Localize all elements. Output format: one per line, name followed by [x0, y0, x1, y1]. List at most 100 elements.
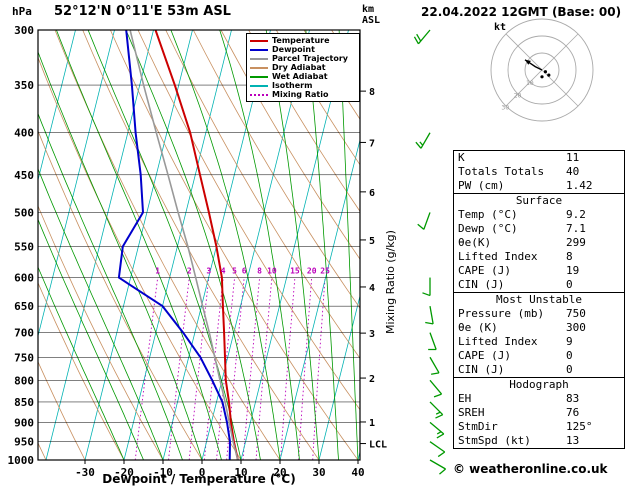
mixing-ratio-line	[242, 277, 261, 460]
pressure-tick-label: 850	[14, 396, 34, 409]
wind-barb	[429, 441, 446, 458]
km-tick-label: 2	[369, 374, 375, 385]
temp-tick-label: -30	[75, 466, 95, 479]
km-tick-label: 7	[369, 138, 375, 149]
wind-barb	[429, 459, 447, 475]
hodograph-plot: kt 10 20 30	[490, 18, 594, 122]
legend-label: Isotherm	[272, 81, 313, 90]
temp-tick-label: 40	[351, 466, 364, 479]
isotherm-line	[84, 30, 193, 460]
table-row: Totals Totals 40	[454, 165, 624, 179]
isotherm-line	[123, 30, 232, 460]
table-row: θe(K) 299	[454, 236, 624, 250]
hodograph-dot	[543, 70, 547, 74]
wind-barb	[429, 379, 443, 398]
table-row: StmDir 125°	[454, 420, 624, 434]
row-label: CIN (J)	[458, 278, 505, 291]
table-row: StmSpd (kt) 13	[454, 434, 624, 448]
table-row: CIN (J) 0	[454, 278, 624, 292]
wind-barb	[425, 306, 434, 325]
altitude-axis-unit: km ASL	[362, 4, 381, 26]
chart-legend: Temperature Dewpoint Parcel Trajectory Dry …	[246, 33, 360, 102]
table-row: CAPE (J) 19	[454, 264, 624, 278]
row-label: Dewp (°C)	[458, 222, 518, 235]
lcl-label: LCL	[369, 440, 387, 451]
mixing-ratio-value-label: 4	[221, 267, 226, 276]
legend-swatch	[250, 57, 268, 60]
legend-item-mixing-ratio: Mixing Ratio	[250, 90, 356, 99]
wind-barb	[428, 332, 437, 351]
row-value: 11	[566, 151, 580, 164]
row-value: 300	[566, 321, 586, 334]
mixing-ratio-value-label: 5	[232, 267, 237, 276]
row-label: Lifted Index	[458, 335, 538, 348]
legend-swatch	[250, 48, 268, 51]
table-row: Pressure (mb) 750	[454, 307, 624, 321]
wind-barb	[417, 212, 431, 230]
row-value: 299	[566, 236, 586, 249]
row-value: 7.1	[566, 222, 586, 235]
pressure-tick-label: 500	[14, 206, 34, 219]
table-row: PW (cm) 1.42	[454, 179, 624, 193]
table-section-most-unstable: Most Unstable Pressure (mb) 750 θe (K) 300 Li…	[453, 292, 625, 378]
isotherm-line	[279, 138, 360, 460]
row-value: 750	[566, 307, 586, 320]
row-value: 0	[566, 363, 573, 376]
dry-adiabat-line	[387, 30, 455, 460]
mixing-ratio-value-label: 6	[242, 267, 247, 276]
pressure-tick-label: 800	[14, 374, 34, 387]
hodograph-dot	[547, 73, 551, 77]
copyright: © weatheronline.co.uk	[453, 462, 608, 476]
row-label: StmDir	[458, 420, 498, 433]
row-label: SREH	[458, 406, 485, 419]
section-title: Most Unstable	[495, 293, 583, 306]
mixing-ratio-value-label: 3	[206, 267, 211, 276]
mixing-ratio-value-label: 15	[290, 267, 300, 276]
legend-swatch	[250, 66, 268, 69]
legend-label: Parcel Trajectory	[272, 54, 348, 63]
legend-label: Dewpoint	[272, 45, 315, 54]
row-value: 83	[566, 392, 580, 405]
mixing-ratio-line	[297, 277, 313, 460]
table-row: Lifted Index 9	[454, 335, 624, 349]
row-label: StmSpd (kt)	[458, 434, 531, 447]
table-row: CIN (J) 0	[454, 363, 624, 377]
plot-frame	[37, 29, 361, 461]
temp-tick-label: -10	[153, 466, 173, 479]
hodograph-ring	[524, 52, 560, 88]
table-row: Dewp (°C) 7.1	[454, 222, 624, 236]
row-label: θe (K)	[458, 321, 498, 334]
row-label: Pressure (mb)	[458, 307, 545, 320]
table-row: Temp (°C) 9.2	[454, 208, 624, 222]
temp-tick-label: 0	[199, 466, 206, 479]
row-value: 1.42	[566, 179, 593, 192]
pressure-tick-label: 300	[14, 24, 34, 37]
table-row: Lifted Index 8	[454, 250, 624, 264]
station-title: 52°12'N 0°11'E 53m ASL	[54, 4, 231, 19]
dewpoint-curve	[117, 30, 231, 460]
row-label: CAPE (J)	[458, 264, 511, 277]
dry-adiabat-line	[415, 30, 455, 460]
table-row: CAPE (J) 0	[454, 349, 624, 363]
legend-label: Wet Adiabat	[272, 72, 328, 81]
legend-label: Dry Adiabat	[272, 63, 326, 72]
table-row: EH 83	[454, 392, 624, 406]
row-label: CAPE (J)	[458, 349, 511, 362]
dry-adiabat-line	[220, 30, 360, 260]
pressure-axis-unit: hPa	[12, 5, 32, 18]
table-section: K 11 Totals Totals 40 PW (cm) 1.42	[453, 150, 625, 194]
legend-item-wet-adiabat: Wet Adiabat	[250, 72, 356, 81]
row-label: Totals Totals	[458, 165, 545, 178]
temp-tick-label: 20	[273, 466, 286, 479]
legend-item-isotherm: Isotherm	[250, 81, 356, 90]
row-label: θe(K)	[458, 236, 492, 249]
mixing-ratio-value-label: 20	[307, 267, 317, 276]
row-value: 40	[566, 165, 580, 178]
pressure-tick-label: 350	[14, 79, 34, 92]
isotherm-line	[318, 294, 360, 460]
km-tick-label: 8	[369, 87, 375, 98]
row-value: 8	[566, 250, 573, 263]
row-value: 0	[566, 278, 573, 291]
dry-adiabat-line	[38, 360, 86, 460]
wind-barb	[429, 356, 440, 375]
